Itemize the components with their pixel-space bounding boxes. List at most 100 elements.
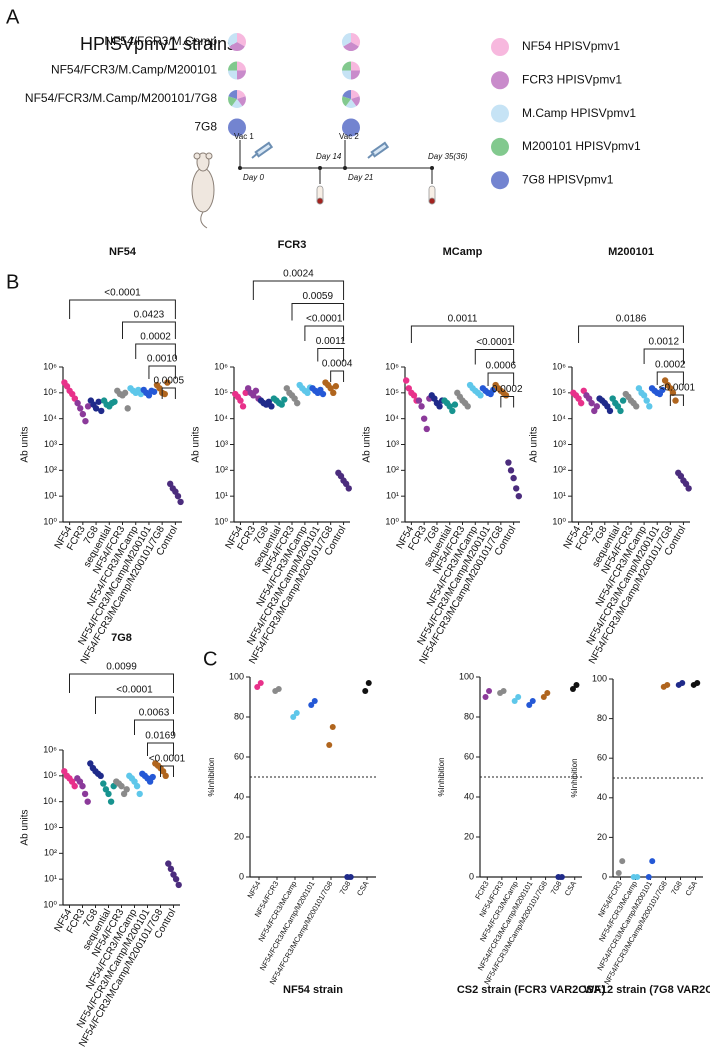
comparison-bracket [291,303,345,321]
pie-slice [228,118,246,137]
data-point [634,874,641,880]
data-point [511,698,518,704]
data-point [500,688,507,694]
data-point [402,377,410,384]
comparison-bracket [160,765,174,777]
pie-slice [229,42,245,52]
legend-swatch [491,71,509,90]
data-point [558,874,565,880]
y-axis-label: Ab units [20,809,31,845]
comparison-bracket [134,719,174,735]
data-point [329,724,336,730]
pie-slice [228,61,237,71]
data-point [640,392,648,399]
y-axis-label: %Inhibition [437,757,446,796]
legend-swatch [491,137,509,156]
data-point [84,403,92,410]
y-tick-label: 20 [464,831,474,841]
y-tick-label: 10² [215,465,228,475]
y-axis-label: %Inhibition [570,758,579,797]
comparison-bracket [135,343,176,359]
p-value: 0.0012 [648,337,679,348]
data-point [649,858,656,865]
data-point [281,396,288,403]
strains-title: HPISVpmv1 strains: [80,34,241,54]
y-tick-label: 10⁶ [43,361,57,371]
p-value: <0.0001 [659,383,696,394]
data-point [172,875,180,883]
comparison-bracket [161,387,176,399]
y-tick-label: 10³ [215,439,228,449]
data-point [98,407,105,415]
syringe-icon [251,141,390,159]
data-point [490,386,497,394]
y-tick-label: 10⁵ [214,387,228,397]
p-value: 0.0186 [616,314,647,325]
y-tick-label: 80 [597,713,607,723]
data-point [540,694,547,700]
comparison-bracket [656,371,684,385]
data-point [326,742,333,748]
y-tick-label: 10³ [386,439,399,449]
data-point [646,403,653,410]
y-tick-label: 10⁵ [43,387,57,397]
data-point [423,425,430,433]
y-tick-label: 10³ [44,439,57,449]
data-point [304,389,311,397]
data-point [577,399,585,407]
p-value: 0.0002 [655,360,686,371]
y-tick-label: 10² [553,465,566,475]
data-point [643,397,650,404]
data-point [418,403,425,410]
data-point [319,390,327,398]
y-tick-label: 40 [597,792,607,802]
data-point [617,407,624,415]
data-point [162,772,169,780]
p-value: 0.0004 [322,359,353,370]
comparison-bracket [317,348,345,362]
data-point [167,865,175,873]
data-point [150,388,158,395]
y-tick-label: 10² [44,848,57,858]
data-point [133,782,141,790]
chart-title: FCR3 [278,239,307,251]
data-point [82,417,89,425]
data-point [257,680,264,686]
data-point [410,392,418,399]
data-point [111,398,118,405]
pie-slice [237,90,246,99]
data-point [515,694,522,700]
comparison-bracket [487,372,515,386]
y-tick-label: 10⁴ [552,413,566,423]
x-tick-label: NF54 [245,879,262,899]
y-tick-label: 10³ [44,822,57,832]
data-point [420,415,428,422]
data-point [679,679,686,686]
legend-label: FCR3 HPISVpmv1 [522,72,622,86]
y-tick-label: 10¹ [553,491,566,501]
y-tick-label: 100 [229,671,244,681]
y-axis-label: Ab units [362,426,373,462]
pie-slice [343,42,359,51]
comparison-bracket [304,325,345,341]
data-point [123,786,130,793]
p-value: 0.0011 [448,314,478,325]
p-value: <0.0001 [116,685,153,696]
chart-title: MCamp [443,246,483,258]
p-value: <0.0001 [149,754,186,765]
p-value: <0.0001 [104,288,141,299]
comparison-bracket [69,299,176,319]
data-point [79,782,86,790]
p-value: <0.0001 [476,337,513,348]
y-tick-label: 10⁰ [43,516,57,526]
data-point [136,790,143,798]
p-value: <0.0001 [306,314,343,325]
data-point [107,798,115,805]
y-tick-label: 20 [234,831,244,841]
y-tick-label: 10¹ [44,874,57,884]
data-point [105,790,112,798]
data-point [161,390,168,398]
y-tick-label: 10⁴ [385,413,399,423]
data-point [615,870,622,877]
